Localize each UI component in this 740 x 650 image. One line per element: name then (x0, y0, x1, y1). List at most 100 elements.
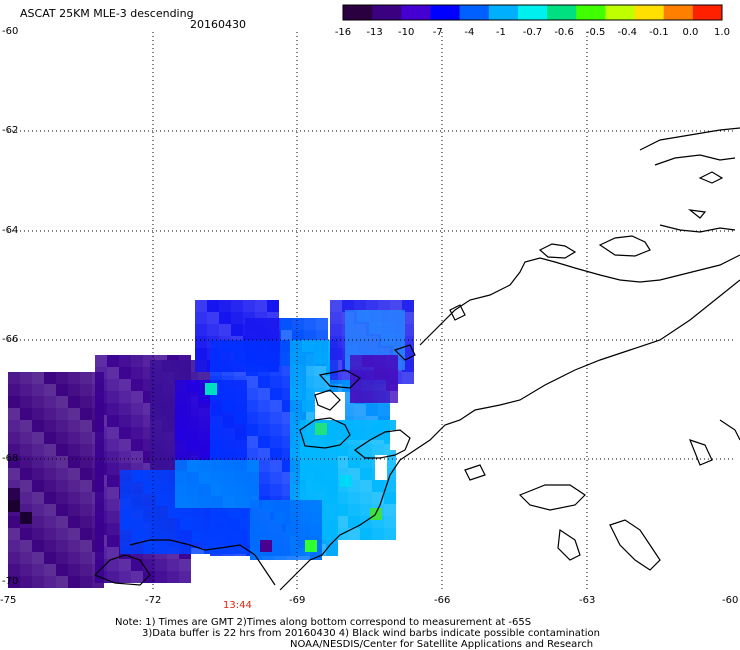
latitude-label: -64 (2, 225, 19, 236)
data-cell (8, 576, 20, 588)
data-cell (348, 456, 360, 468)
data-gap (390, 430, 402, 450)
data-cell (68, 372, 80, 384)
data-cell (336, 432, 348, 444)
ice-shelf-3 (393, 344, 416, 361)
data-cell (286, 524, 298, 536)
data-cell (270, 340, 282, 352)
data-cell (286, 512, 298, 524)
map-date: 20160430 (190, 18, 246, 31)
data-cell (270, 364, 282, 376)
data-cell (80, 552, 92, 564)
data-cell (162, 384, 174, 396)
island-b (698, 171, 724, 184)
data-cell (32, 504, 44, 516)
data-cell (257, 318, 269, 330)
data-cell (270, 412, 282, 424)
data-cell (298, 512, 310, 524)
data-cell (374, 367, 386, 379)
longitude-label: -75 (0, 595, 17, 606)
data-cell (187, 460, 199, 472)
data-cell (32, 552, 44, 564)
latitude-label: -68 (2, 453, 19, 464)
data-cell (223, 472, 235, 484)
data-cell (144, 470, 156, 482)
data-cell (80, 504, 92, 516)
data-cell (167, 571, 179, 583)
data-cell (175, 460, 187, 472)
data-cell (207, 312, 219, 324)
data-cell (20, 540, 32, 552)
data-cell (32, 468, 44, 480)
data-cell (326, 544, 338, 556)
data-cell (95, 367, 107, 379)
data-cell (390, 300, 402, 312)
data-cell (132, 494, 144, 506)
data-cell (357, 322, 369, 334)
data-cell (360, 468, 372, 480)
data-cell (150, 396, 162, 408)
data-cell (155, 571, 167, 583)
data-cell (270, 376, 282, 388)
data-cell (350, 391, 362, 403)
data-cell (270, 484, 282, 496)
data-cell (324, 528, 336, 540)
longitude-label: -63 (579, 595, 596, 606)
data-cell (378, 404, 390, 416)
data-cell (132, 506, 144, 518)
island-h (449, 304, 466, 321)
data-cell (246, 436, 258, 448)
data-cell (107, 535, 119, 547)
data-cell (211, 460, 223, 472)
data-cell (32, 408, 44, 420)
data-cell (250, 524, 262, 536)
data-cell (175, 484, 187, 496)
data-cell (56, 384, 68, 396)
island-a (654, 154, 736, 166)
data-cell (290, 364, 302, 376)
longitude-label: -72 (145, 595, 162, 606)
data-cell (195, 336, 207, 348)
data-cell (234, 400, 246, 412)
data-cell (44, 456, 56, 468)
data-cell (95, 403, 107, 415)
data-cell (131, 379, 143, 391)
data-cell (210, 424, 222, 436)
data-cell (168, 506, 180, 518)
data-cell (68, 468, 80, 480)
alexander-island (353, 429, 411, 459)
data-cell (345, 322, 357, 334)
data-cell (20, 492, 32, 504)
data-cell (144, 506, 156, 518)
data-cell (56, 564, 68, 576)
data-cell (298, 500, 310, 512)
data-cell (119, 559, 131, 571)
data-cell (270, 352, 282, 364)
data-cell (107, 499, 119, 511)
data-cell (80, 384, 92, 396)
data-cell (32, 396, 44, 408)
data-cell (234, 364, 246, 376)
data-cell (107, 355, 119, 367)
data-cell (8, 468, 20, 480)
data-cell (246, 448, 258, 460)
data-cell (348, 432, 360, 444)
data-cell (386, 379, 398, 391)
data-cell (95, 511, 107, 523)
data-cell (258, 364, 270, 376)
data-cell (131, 367, 143, 379)
data-cell (246, 388, 258, 400)
data-cell (44, 420, 56, 432)
data-cell (131, 355, 143, 367)
data-cell (290, 400, 302, 412)
data-cell (250, 548, 262, 560)
data-cell (199, 428, 211, 440)
peninsula-coastline (279, 279, 740, 591)
data-cell (270, 424, 282, 436)
data-cell (107, 367, 119, 379)
data-cell (119, 403, 131, 415)
data-cell (95, 355, 107, 367)
data-cell (119, 427, 131, 439)
colorbar-label: -0.7 (522, 27, 543, 38)
